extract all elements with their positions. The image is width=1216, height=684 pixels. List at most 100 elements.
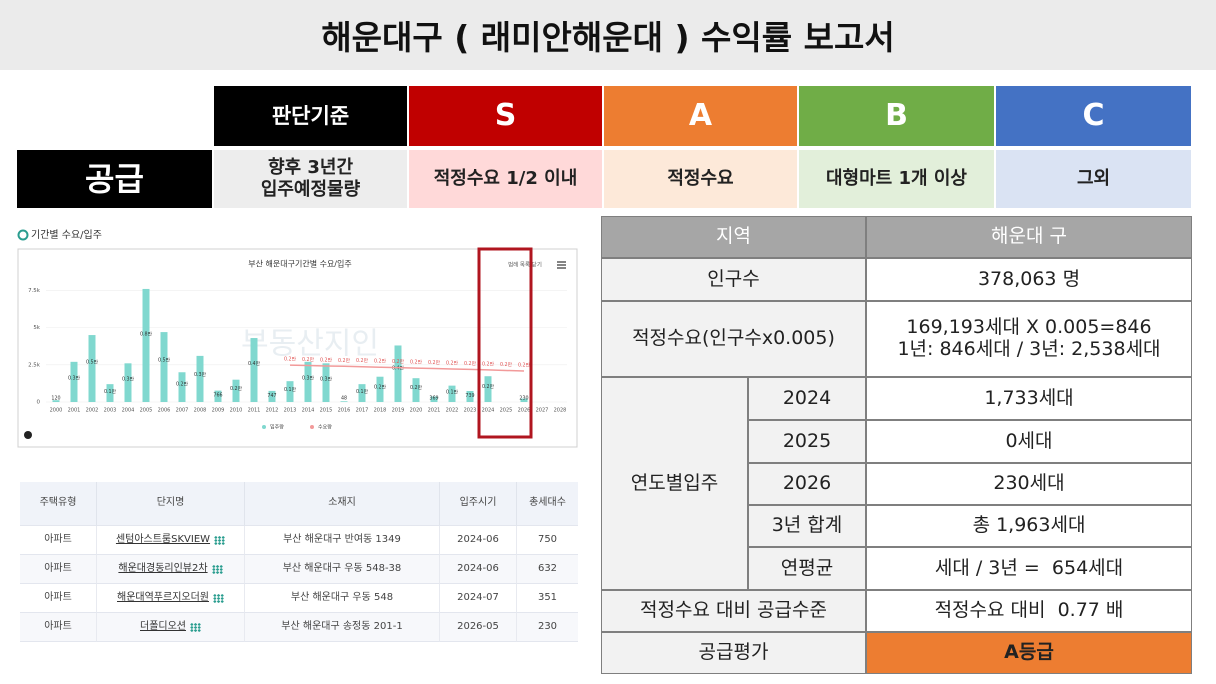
table-header: 소재지 <box>245 482 440 526</box>
legend-swatch <box>310 425 314 429</box>
bar-label: 0.2만 <box>410 384 423 391</box>
report-value: 0세대 <box>866 420 1192 463</box>
report-value: 230세대 <box>866 463 1192 505</box>
bar-label: 0.1만 <box>284 386 297 393</box>
report-sublabel: 연평균 <box>748 547 866 590</box>
table-cell: 750 <box>517 526 578 555</box>
line-label: 0.2만 <box>356 357 369 364</box>
table-cell-text: 해운대경동리인뷰2차 <box>118 562 208 574</box>
chart-menu[interactable]: 범례 목록 닫기 <box>508 261 542 269</box>
table-cell: 2026-05 <box>440 613 517 642</box>
bar-label: 0.3만 <box>194 371 207 378</box>
x-tick-label: 2006 <box>158 408 171 414</box>
grid-icon[interactable] <box>211 564 223 574</box>
report-label: 공급평가 <box>601 632 866 674</box>
bar-label: 0.1만 <box>446 389 459 396</box>
bar-label: 739 <box>465 393 474 399</box>
criteria-cell: 향후 3년간 입주예정물량 <box>214 150 407 208</box>
report-label-text: 적정수요 대비 공급수준 <box>640 599 827 622</box>
table-cell-text: 해운대역푸르지오더원 <box>117 591 209 603</box>
criteria-cell-text: 대형마트 1개 이상 <box>826 167 967 189</box>
criteria-header: A <box>604 86 797 146</box>
report-value-text: 230세대 <box>993 472 1065 495</box>
table-cell-text: 2024-06 <box>457 562 499 574</box>
grid-icon[interactable] <box>213 593 224 603</box>
x-tick-label: 2014 <box>302 408 315 414</box>
bar <box>142 288 150 402</box>
line-label: 0.2만 <box>428 359 441 366</box>
bar-label: 369 <box>429 396 438 402</box>
line-label: 0.2만 <box>284 356 297 363</box>
line-label: 0.2만 <box>410 359 423 366</box>
title-bar <box>0 0 1216 70</box>
table-cell: 아파트 <box>20 613 97 642</box>
criteria-cell-text: 적정수요 1/2 이내 <box>433 167 578 189</box>
table-header-text: 입주시기 <box>459 497 497 509</box>
bar <box>412 378 420 402</box>
bar <box>214 390 222 402</box>
table-cell: 230 <box>517 613 578 642</box>
line-label: 0.2만 <box>500 361 513 368</box>
bar <box>430 396 438 402</box>
line <box>289 364 525 372</box>
x-tick-label: 2009 <box>212 408 225 414</box>
table-cell-text: 아파트 <box>44 562 72 574</box>
bar-label: 120 <box>51 396 60 402</box>
criteria-cell: 적정수요 1/2 이내 <box>409 150 602 208</box>
bar-label: 0.8만 <box>140 331 153 338</box>
x-tick-label: 2016 <box>338 408 351 414</box>
report-value: 세대 / 3년 = 654세대 <box>866 547 1192 590</box>
bar-label: 0.4만 <box>248 360 261 367</box>
table-cell-text: 2024-07 <box>457 591 499 603</box>
bar-label: 0.1만 <box>356 388 369 395</box>
criteria-cell-text: 적정수요 <box>667 167 734 189</box>
bar <box>88 335 96 402</box>
table-cell: 센텀아스트룸SKVIEW <box>97 526 245 555</box>
criteria-header: B <box>799 86 994 146</box>
table-cell-text: 아파트 <box>44 591 72 603</box>
report-rating-text: A등급 <box>1004 641 1054 664</box>
menu-icon[interactable] <box>557 261 566 269</box>
table-cell-text: 부산 해운대구 우동 548 <box>290 591 394 603</box>
x-tick-label: 2020 <box>410 408 423 414</box>
grid-icon[interactable] <box>190 622 201 632</box>
line-label: 0.2만 <box>374 358 387 365</box>
line-label: 0.2만 <box>464 360 477 367</box>
bar <box>232 379 240 402</box>
x-tick-label: 2004 <box>122 408 135 414</box>
line-label: 0.2만 <box>482 360 495 367</box>
grid-icon[interactable] <box>214 535 226 545</box>
title: 해운대구 ( 래미안해운대 ) 수익률 보고서 <box>321 18 895 57</box>
line-label: 0.2만 <box>338 357 351 364</box>
x-tick-label: 2013 <box>284 408 297 414</box>
table-cell: 2024-06 <box>440 526 517 555</box>
table-cell: 아파트 <box>20 584 97 613</box>
x-tick-label: 2000 <box>50 408 63 414</box>
chart-frame <box>17 248 578 448</box>
legend-swatch <box>262 425 266 429</box>
table-cell: 아파트 <box>20 555 97 584</box>
table-cell-text: 632 <box>537 562 558 574</box>
report-value: 169,193세대 X 0.005=846 1년: 846세대 / 3년: 2,5… <box>866 301 1192 377</box>
bar-label: 0.3만 <box>122 375 135 382</box>
bar <box>394 345 402 402</box>
table-cell: 2024-07 <box>440 584 517 613</box>
bar <box>286 381 294 402</box>
criteria-cell: 그외 <box>996 150 1191 208</box>
table-cell-text: 센텀아스트룸SKVIEW <box>115 533 211 545</box>
table-cell-text: 230 <box>537 620 558 632</box>
table-cell-text: 750 <box>537 533 558 545</box>
x-tick-label: 2015 <box>320 408 333 414</box>
report-value: 적정수요 대비 0.77 배 <box>866 590 1192 632</box>
table-cell-text: 351 <box>537 591 558 603</box>
bar <box>70 361 78 402</box>
table-header-text: 소재지 <box>328 497 356 509</box>
x-tick-label: 2008 <box>194 408 207 414</box>
bar-label: 766 <box>213 393 222 399</box>
report-value: 총 1,963세대 <box>866 505 1192 547</box>
report-label-text: 적정수요(인구수x0.005) <box>632 327 835 350</box>
bar-label: 0.3만 <box>302 374 315 381</box>
criteria-header-text: 판단기준 <box>271 103 350 128</box>
bar <box>466 391 474 402</box>
